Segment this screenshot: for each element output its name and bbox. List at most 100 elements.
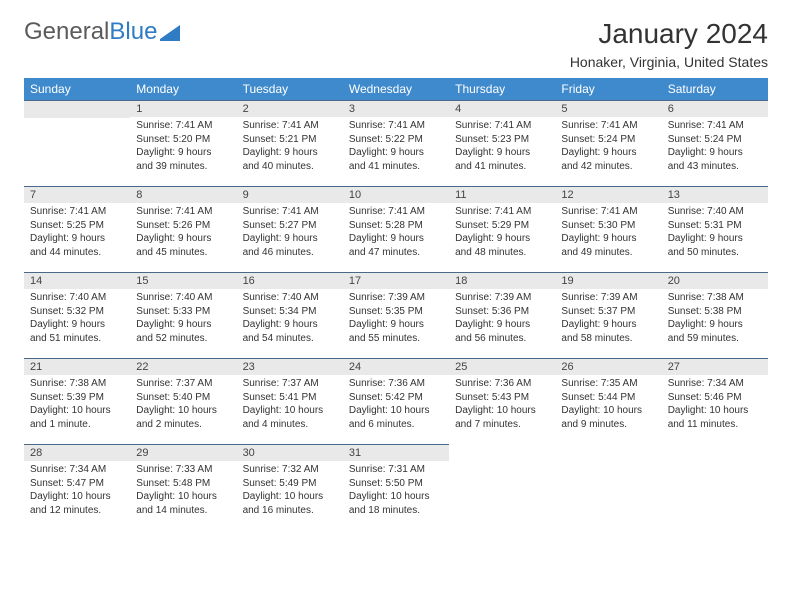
day-number: 10 [343,186,449,203]
weekday-header: Wednesday [343,78,449,100]
sunrise-text: Sunrise: 7:39 AM [349,291,443,305]
header: GeneralBlue January 2024 Honaker, Virgin… [24,18,768,70]
daylight-text: Daylight: 10 hours and 16 minutes. [243,490,337,517]
calendar-body: 1Sunrise: 7:41 AMSunset: 5:20 PMDaylight… [24,100,768,530]
daylight-text: Daylight: 9 hours and 52 minutes. [136,318,230,345]
day-body: Sunrise: 7:40 AMSunset: 5:34 PMDaylight:… [237,289,343,349]
day-body: Sunrise: 7:41 AMSunset: 5:22 PMDaylight:… [343,117,449,177]
day-number: 5 [555,100,661,117]
calendar-day-cell [662,444,768,530]
daylight-text: Daylight: 9 hours and 54 minutes. [243,318,337,345]
daylight-text: Daylight: 9 hours and 41 minutes. [349,146,443,173]
day-body: Sunrise: 7:40 AMSunset: 5:33 PMDaylight:… [130,289,236,349]
daylight-text: Daylight: 10 hours and 9 minutes. [561,404,655,431]
sunrise-text: Sunrise: 7:37 AM [136,377,230,391]
calendar-day-cell: 6Sunrise: 7:41 AMSunset: 5:24 PMDaylight… [662,100,768,186]
calendar-day-cell [449,444,555,530]
calendar-day-cell: 23Sunrise: 7:37 AMSunset: 5:41 PMDayligh… [237,358,343,444]
calendar-week-row: 21Sunrise: 7:38 AMSunset: 5:39 PMDayligh… [24,358,768,444]
calendar-day-cell: 5Sunrise: 7:41 AMSunset: 5:24 PMDaylight… [555,100,661,186]
day-body: Sunrise: 7:41 AMSunset: 5:28 PMDaylight:… [343,203,449,263]
sunrise-text: Sunrise: 7:33 AM [136,463,230,477]
calendar-week-row: 1Sunrise: 7:41 AMSunset: 5:20 PMDaylight… [24,100,768,186]
day-number: 28 [24,444,130,461]
calendar-day-cell: 21Sunrise: 7:38 AMSunset: 5:39 PMDayligh… [24,358,130,444]
calendar-week-row: 7 Sunrise: 7:41 AM Sunset: 5:25 PM Daylight… [24,186,768,272]
day-body: Sunrise: 7:36 AMSunset: 5:42 PMDaylight:… [343,375,449,435]
calendar-day-cell: 25Sunrise: 7:36 AMSunset: 5:43 PMDayligh… [449,358,555,444]
day-number: 22 [130,358,236,375]
calendar-day-cell: 2Sunrise: 7:41 AMSunset: 5:21 PMDaylight… [237,100,343,186]
day-number: 25 [449,358,555,375]
daylight-text: Daylight: 9 hours and 48 minutes. [455,232,549,259]
day-body: Sunrise: 7:41 AMSunset: 5:26 PMDaylight:… [130,203,236,263]
daylight-text: Daylight: 9 hours and 45 minutes. [136,232,230,259]
sunset-text: Sunset: 5:21 PM [243,133,337,147]
sunrise-text: Sunrise: 7:36 AM [455,377,549,391]
calendar-day-cell: 10Sunrise: 7:41 AMSunset: 5:28 PMDayligh… [343,186,449,272]
sunset-text: Sunset: 5:46 PM [668,391,762,405]
day-number: 26 [555,358,661,375]
sunset-text: Sunset: 5:42 PM [349,391,443,405]
daylight-text: Daylight: 9 hours and 49 minutes. [561,232,655,259]
sunrise-text: Sunrise: 7:41 AM [668,119,762,133]
day-body: Sunrise: 7:41 AMSunset: 5:30 PMDaylight:… [555,203,661,263]
daylight-text: Daylight: 10 hours and 18 minutes. [349,490,443,517]
calendar-day-cell: 28Sunrise: 7:34 AMSunset: 5:47 PMDayligh… [24,444,130,530]
sunrise-text: Sunrise: 7:41 AM [243,205,337,219]
daylight-text: Daylight: 9 hours and 40 minutes. [243,146,337,173]
day-body: Sunrise: 7:37 AMSunset: 5:40 PMDaylight:… [130,375,236,435]
brand-logo: GeneralBlue [24,18,182,46]
sail-icon [160,23,182,41]
day-number: 18 [449,272,555,289]
sunrise-text: Sunrise: 7:39 AM [455,291,549,305]
weekday-header: Tuesday [237,78,343,100]
sunrise-text: Sunrise: 7:41 AM [455,119,549,133]
sunset-text: Sunset: 5:28 PM [349,219,443,233]
day-number: 8 [130,186,236,203]
sunrise-text: Sunrise: 7:41 AM [243,119,337,133]
sunrise-text: Sunrise: 7:41 AM [136,119,230,133]
weekday-header: Thursday [449,78,555,100]
sunrise-text: Sunrise: 7:34 AM [30,463,124,477]
sunset-text: Sunset: 5:25 PM [30,219,124,233]
day-body: Sunrise: 7:32 AMSunset: 5:49 PMDaylight:… [237,461,343,521]
day-number: 15 [130,272,236,289]
day-body: Sunrise: 7:41 AMSunset: 5:24 PMDaylight:… [555,117,661,177]
weekday-header: Friday [555,78,661,100]
sunset-text: Sunset: 5:31 PM [668,219,762,233]
day-number: 7 [24,186,130,203]
calendar-header-row: Sunday Monday Tuesday Wednesday Thursday… [24,78,768,100]
day-number: 4 [449,100,555,117]
calendar-day-cell: 4Sunrise: 7:41 AMSunset: 5:23 PMDaylight… [449,100,555,186]
calendar-day-cell: 27Sunrise: 7:34 AMSunset: 5:46 PMDayligh… [662,358,768,444]
sunrise-text: Sunrise: 7:40 AM [668,205,762,219]
sunset-text: Sunset: 5:30 PM [561,219,655,233]
daylight-text: Daylight: 10 hours and 11 minutes. [668,404,762,431]
day-body: Sunrise: 7:41 AMSunset: 5:21 PMDaylight:… [237,117,343,177]
calendar-day-cell: 17Sunrise: 7:39 AMSunset: 5:35 PMDayligh… [343,272,449,358]
sunrise-text: Sunrise: 7:41 AM [136,205,230,219]
day-number: 19 [555,272,661,289]
calendar-day-cell: 29Sunrise: 7:33 AMSunset: 5:48 PMDayligh… [130,444,236,530]
day-number: 13 [662,186,768,203]
calendar-table: Sunday Monday Tuesday Wednesday Thursday… [24,78,768,530]
calendar-day-cell: 16Sunrise: 7:40 AMSunset: 5:34 PMDayligh… [237,272,343,358]
day-body: Sunrise: 7:34 AMSunset: 5:46 PMDaylight:… [662,375,768,435]
day-body: Sunrise: 7:38 AMSunset: 5:38 PMDaylight:… [662,289,768,349]
calendar-day-cell: 19Sunrise: 7:39 AMSunset: 5:37 PMDayligh… [555,272,661,358]
calendar-day-cell: 22Sunrise: 7:37 AMSunset: 5:40 PMDayligh… [130,358,236,444]
sunset-text: Sunset: 5:39 PM [30,391,124,405]
day-body: Sunrise: 7:41 AMSunset: 5:20 PMDaylight:… [130,117,236,177]
day-number: 24 [343,358,449,375]
day-number: 30 [237,444,343,461]
sunset-text: Sunset: 5:40 PM [136,391,230,405]
day-number: 12 [555,186,661,203]
day-number: 11 [449,186,555,203]
sunset-text: Sunset: 5:35 PM [349,305,443,319]
location-text: Honaker, Virginia, United States [570,54,768,70]
day-body: Sunrise: 7:36 AMSunset: 5:43 PMDaylight:… [449,375,555,435]
daylight-text: Daylight: 10 hours and 12 minutes. [30,490,124,517]
calendar-page: GeneralBlue January 2024 Honaker, Virgin… [0,0,792,548]
sunrise-text: Sunrise: 7:41 AM [349,205,443,219]
